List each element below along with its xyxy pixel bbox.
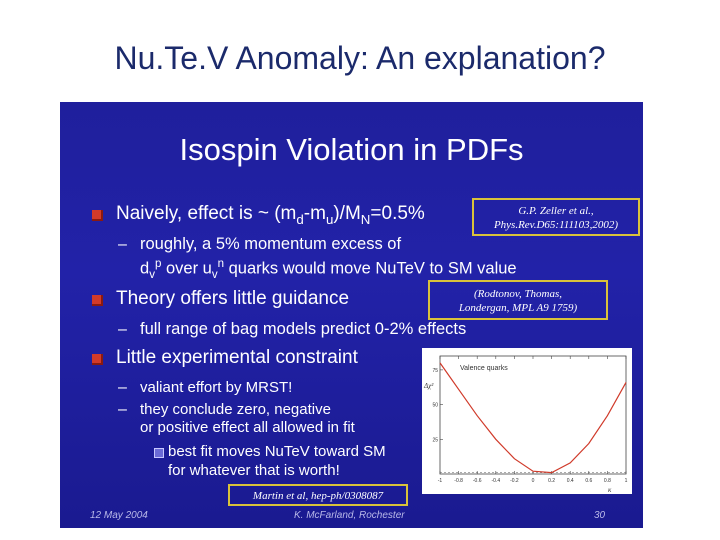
bullet-1: Naively, effect is ~ (md-mu)/MN=0.5%: [116, 203, 425, 227]
page-title: Nu.Te.V Anomaly: An explanation?: [114, 40, 606, 76]
bullet-1-sub-1: roughly, a 5% momentum excess of: [140, 235, 402, 253]
x-tick-label: -0.6: [473, 478, 482, 484]
y-tick-label: 50: [432, 403, 438, 409]
bullet-3-sub-2a: they conclude zero, negative: [140, 401, 331, 418]
footer-author: K. McFarland, Rochester: [294, 510, 405, 521]
y-tick-label: 25: [432, 437, 438, 443]
bullet-2: Theory offers little guidance: [116, 288, 350, 309]
bullet-2-sub-1: full range of bag models predict 0-2% ef…: [140, 320, 467, 338]
reference-box-rodtonov: (Rodtonov, Thomas, Londergan, MPL A9 1759…: [428, 280, 608, 320]
bullet-3-sub-3a: best fit moves NuTeV toward SM: [168, 443, 386, 460]
x-tick-label: -0.2: [510, 478, 519, 484]
dash: –: [118, 321, 127, 338]
footer-page-number: 30: [594, 510, 606, 521]
sub-bullet-square-icon: [154, 448, 164, 458]
chi2-curve: [439, 362, 627, 474]
chart-title: Valence quarks: [460, 365, 508, 372]
x-tick-label: 0.4: [567, 478, 574, 484]
bullet-3-sub-1: valiant effort by MRST!: [140, 379, 293, 396]
x-tick-label: 0: [532, 478, 535, 484]
x-tick-label: 0.8: [604, 478, 611, 484]
x-tick-label: 0.6: [585, 478, 592, 484]
bullet-square-icon: [92, 295, 103, 306]
slide-title: Isospin Violation in PDFs: [179, 132, 524, 167]
x-tick-label: 0.2: [548, 478, 555, 484]
slide: Isospin Violation in PDFs Naively, effec…: [60, 102, 643, 528]
bullet-square-icon: [92, 210, 103, 221]
bullet-1-sub-2: dvp over uvn quarks would move NuTeV to …: [140, 258, 517, 281]
x-tick-label: -1: [438, 478, 443, 484]
dash: –: [118, 401, 127, 418]
reference-box-martin: Martin et al, hep-ph/0308087: [228, 484, 408, 506]
bullet-square-icon: [92, 354, 103, 365]
reference-box-zeller: G.P. Zeller et al., Phys.Rev.D65:111103,2…: [472, 198, 640, 236]
footer-date: 12 May 2004: [90, 510, 148, 521]
chart-svg: -1 -0.8 -0.6 -0.4 -0.2 0 0.2 0.4 0.6 0.8 1 755025 …: [423, 355, 628, 494]
bullet-3: Little experimental constraint: [116, 347, 358, 368]
plot-frame: [439, 355, 627, 475]
x-axis-label: κ: [608, 486, 612, 494]
dash: –: [118, 236, 127, 253]
x-tick-label: -0.8: [454, 478, 463, 484]
valence-quark-plot: -1 -0.8 -0.6 -0.4 -0.2 0 0.2 0.4 0.6 0.8 1 75 50 25 …: [422, 348, 632, 494]
x-tick-label: -0.4: [491, 478, 500, 484]
x-tick-label: 1: [625, 478, 628, 484]
y-tick-label: 75: [432, 368, 438, 374]
bullet-3-sub-2b: or positive effect all allowed in fit: [140, 419, 355, 436]
dash: –: [118, 379, 127, 396]
y-axis-label: Δχ²: [423, 382, 434, 390]
bullet-3-sub-3b: for whatever that is worth!: [168, 462, 340, 479]
